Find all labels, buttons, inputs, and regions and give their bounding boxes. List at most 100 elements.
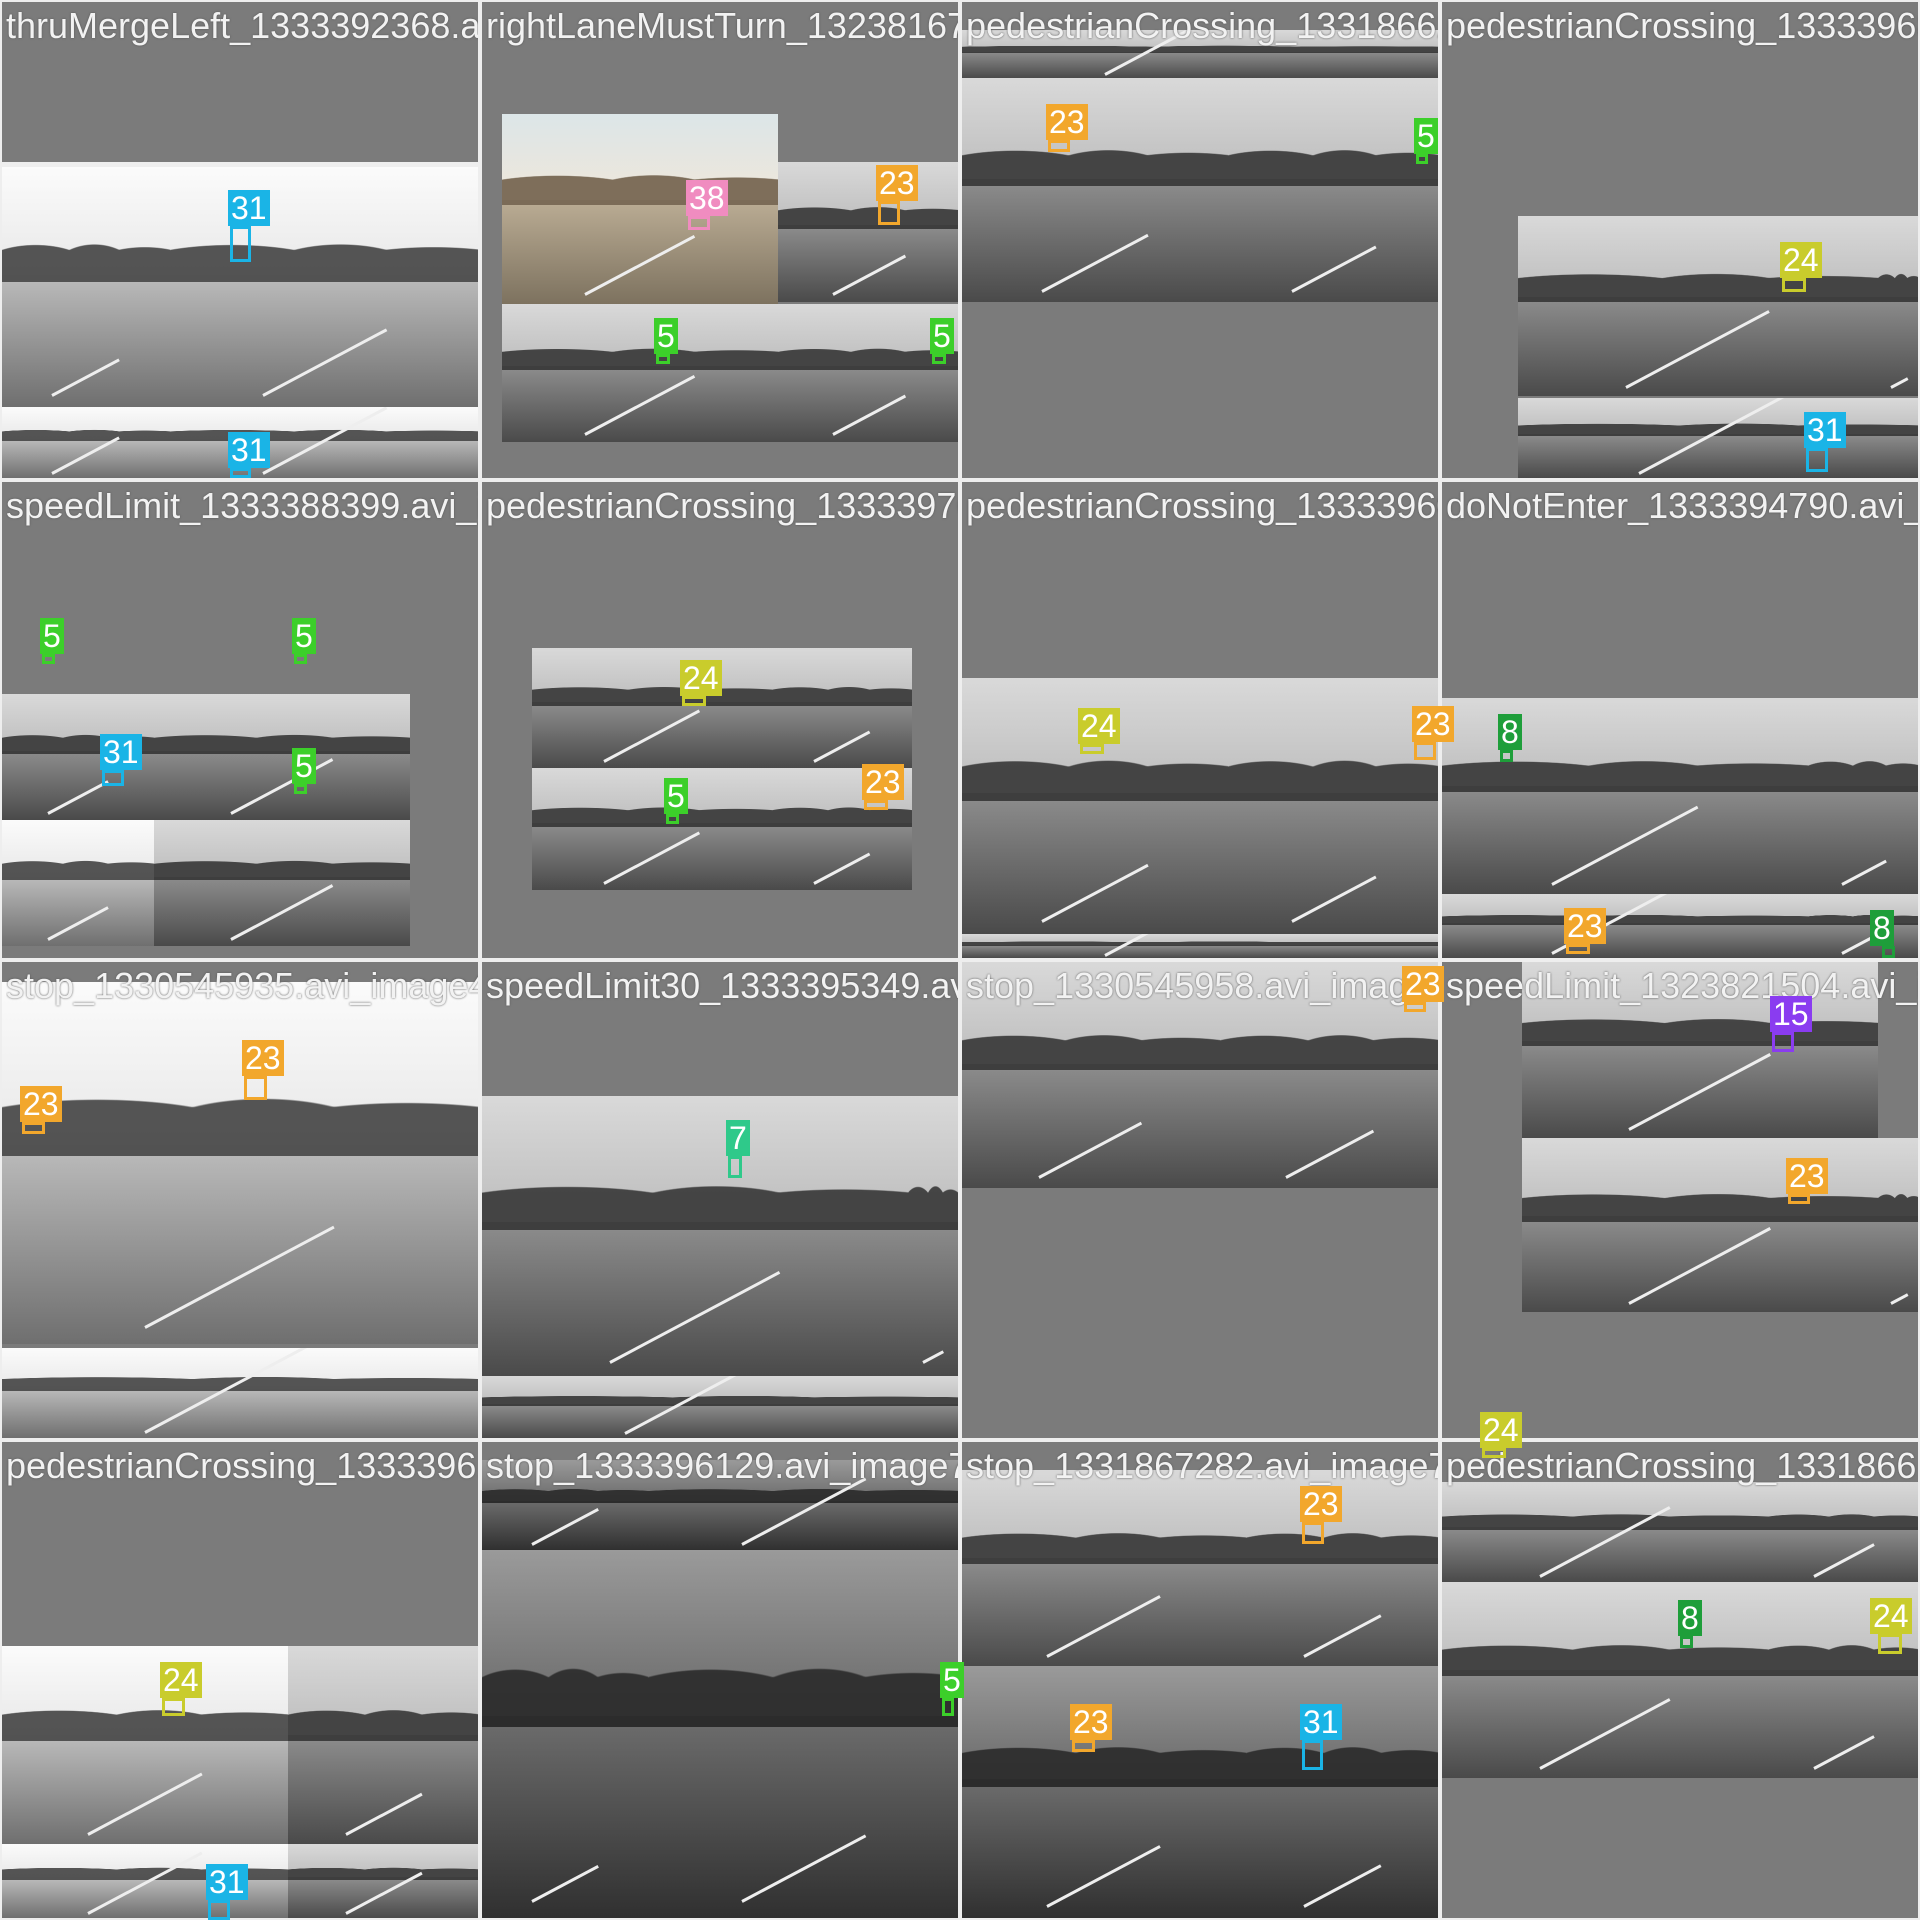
detection-label: 23 xyxy=(1564,908,1606,944)
detection-label: 23 xyxy=(862,764,904,800)
detection-label: 8 xyxy=(1870,910,1894,946)
road-image-crop xyxy=(502,114,778,304)
detection-label: 5 xyxy=(654,318,678,354)
detection-label: 5 xyxy=(664,778,688,814)
detection-box xyxy=(1882,946,1896,958)
detection-label: 23 xyxy=(876,165,918,201)
road-image-crop xyxy=(482,1096,908,1376)
detection-box xyxy=(1782,278,1807,292)
detection-box xyxy=(1404,1002,1426,1012)
detection-box xyxy=(1302,1740,1323,1770)
mosaic-tile: pedestrianCrossing_1333397679.avi_image1… xyxy=(482,482,958,958)
road-image-crop xyxy=(1228,78,1438,302)
detection-label: 23 xyxy=(1300,1486,1342,1522)
detection-box xyxy=(1482,1448,1507,1458)
road-image-crop xyxy=(532,768,772,890)
mosaic-tile: speedLimit30_1333395349.avi_image4.png xyxy=(482,962,958,1438)
mosaic-tile: stop_1330545958.avi_image4.png xyxy=(962,962,1438,1438)
road-image-crop xyxy=(154,820,410,946)
tile-filename: stop_1330545958.avi_image4.png xyxy=(966,965,1438,1006)
detection-box xyxy=(1566,944,1591,954)
detection-box xyxy=(1806,448,1828,472)
detection-box xyxy=(932,354,947,364)
detection-box xyxy=(688,216,710,230)
road-image-crop xyxy=(1442,894,1808,958)
mosaic-tile: speedLimit_1323821504.avi_image1.png xyxy=(1442,962,1918,1438)
detection-box xyxy=(42,654,56,664)
detection-box xyxy=(1302,1522,1324,1544)
detection-label: 23 xyxy=(1046,104,1088,140)
tile-filename: pedestrianCrossing_1331866... xyxy=(1446,1445,1918,1486)
tile-filename: thruMergeLeft_1333392368.avi_image3.png xyxy=(6,5,478,46)
road-image-crop xyxy=(962,1470,1246,1666)
detection-box xyxy=(244,1076,268,1100)
road-image-crop xyxy=(962,962,1220,1188)
detection-label: 5 xyxy=(940,1662,964,1698)
detection-label: 23 xyxy=(242,1040,284,1076)
mosaic-tile: stop_1333396129.avi_image7.png xyxy=(482,1442,958,1918)
road-image-crop xyxy=(962,30,1438,78)
road-image-crop xyxy=(1246,1470,1438,1666)
road-image-crop xyxy=(502,304,778,442)
mosaic-tile: stop_1331867282.avi_image7.png xyxy=(962,1442,1438,1918)
road-image-crop xyxy=(962,934,1438,958)
detection-label: 31 xyxy=(228,190,270,226)
mosaic-tile: thruMergeLeft_1333392368.avi_image3.png xyxy=(2,2,478,478)
road-image-crop xyxy=(2,407,170,478)
detection-box xyxy=(1500,750,1514,762)
road-image-crop xyxy=(772,648,912,768)
road-image-crop xyxy=(1442,1482,1768,1582)
detection-box xyxy=(666,814,680,824)
road-image-crop xyxy=(532,648,772,768)
detection-label: 38 xyxy=(686,180,728,216)
road-image-crop xyxy=(2,167,170,407)
detection-box xyxy=(1788,1194,1810,1204)
tile-filename: pedestrianCrossing_1331866210.avi_image2… xyxy=(966,5,1438,46)
detection-box xyxy=(682,696,707,706)
detection-label: 5 xyxy=(292,748,316,784)
road-image-crop xyxy=(1768,1482,1918,1582)
mosaic-tile: pedestrianCrossing_1331866... xyxy=(1442,1442,1918,1918)
road-image-crop xyxy=(1228,678,1438,934)
road-image-crop xyxy=(1878,1138,1918,1312)
detection-box xyxy=(102,770,124,786)
mosaic-tile: pedestrianCrossing_1333396011.avi_image1… xyxy=(962,482,1438,958)
road-image-crop xyxy=(482,1550,648,1918)
detection-box xyxy=(208,1900,230,1920)
road-image-crop xyxy=(1220,962,1438,1188)
detection-label: 31 xyxy=(228,432,270,468)
detection-label: 15 xyxy=(1770,996,1812,1032)
road-image-crop xyxy=(648,1550,958,1918)
road-image-crop xyxy=(648,1460,958,1550)
tile-filename: pedestrianCrossing_1333397679.avi_image1… xyxy=(486,485,958,526)
road-image-crop xyxy=(778,162,958,302)
tile-filename: speedLimit30_1333395349.avi_image4.png xyxy=(486,965,958,1006)
detection-label: 24 xyxy=(1480,1412,1522,1448)
tile-filename: speedLimit_1323821504.avi_image1.png xyxy=(1446,965,1918,1006)
tile-filename: pedestrianCrossing_1333396820.avi_image1… xyxy=(1446,5,1918,46)
detection-box xyxy=(294,654,308,664)
road-image-crop xyxy=(1878,216,1918,396)
road-image-crop xyxy=(1808,698,1918,894)
detection-box xyxy=(162,1698,186,1716)
mosaic-tile: rightLaneMustTurn_1323816748.avi_image7.… xyxy=(482,2,958,478)
detection-label: 24 xyxy=(1870,1598,1912,1634)
road-image-crop xyxy=(908,1096,958,1376)
road-image-crop xyxy=(1808,894,1918,958)
road-image-crop xyxy=(482,1460,648,1550)
detection-box xyxy=(1080,744,1105,754)
mosaic-tile: pedestrianCrossing_1333396129.avi_image7… xyxy=(2,1442,478,1918)
detection-box xyxy=(230,468,251,478)
road-image-crop xyxy=(1442,698,1808,894)
mosaic-tile: doNotEnter_1333394790.avi_image4.png xyxy=(1442,482,1918,958)
detection-label: 24 xyxy=(160,1662,202,1698)
detection-label: 5 xyxy=(292,618,316,654)
tile-filename: stop_1330545935.avi_image4.png xyxy=(6,965,478,1006)
detection-label: 7 xyxy=(726,1120,750,1156)
detection-box xyxy=(22,1122,46,1134)
tile-filename: stop_1331867282.avi_image7.png xyxy=(966,1445,1438,1486)
detection-label: 24 xyxy=(680,660,722,696)
tile-filename: rightLaneMustTurn_1323816748.avi_image7.… xyxy=(486,5,958,46)
detection-box xyxy=(1072,1740,1096,1752)
